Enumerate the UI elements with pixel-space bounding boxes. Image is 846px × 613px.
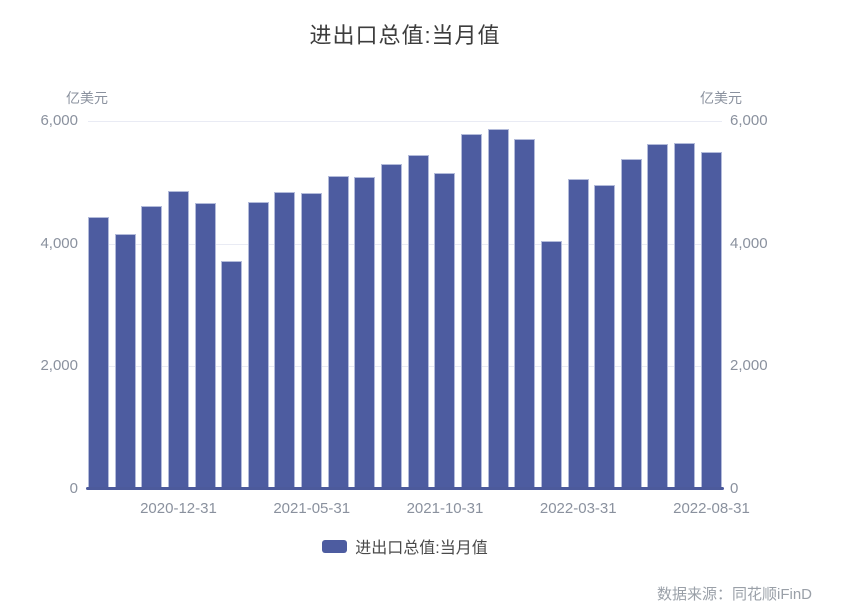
- y-axis-unit-left: 亿美元: [66, 90, 108, 106]
- bar[interactable]: [674, 143, 696, 489]
- legend-marker-icon: [322, 539, 348, 553]
- legend-label: 进出口总值:当月值: [355, 540, 488, 557]
- bar[interactable]: [114, 233, 136, 489]
- chart-title: 进出口总值:当月值: [309, 23, 501, 48]
- x-axis-line: [86, 487, 724, 490]
- bar[interactable]: [620, 159, 642, 489]
- bar[interactable]: [88, 217, 109, 489]
- bar[interactable]: [167, 190, 189, 489]
- bar[interactable]: [274, 191, 296, 489]
- gridline: [88, 243, 722, 245]
- bar[interactable]: [141, 206, 163, 489]
- data-source-text: 数据来源：同花顺iFinD: [656, 586, 812, 603]
- bar[interactable]: [327, 175, 349, 489]
- x-tick-label: 2021-10-31: [406, 500, 484, 517]
- x-tick-label: 2020-12-31: [140, 500, 217, 517]
- bar[interactable]: [647, 144, 669, 489]
- bar[interactable]: [460, 133, 482, 489]
- gridline: [88, 366, 722, 368]
- bar[interactable]: [487, 128, 509, 489]
- bar[interactable]: [594, 184, 616, 489]
- y-tick-label: 4,000: [40, 234, 78, 252]
- x-tick-label: 2022-03-31: [539, 500, 617, 517]
- bar[interactable]: [301, 193, 323, 489]
- y-tick-label: 2,000: [40, 357, 78, 375]
- bar[interactable]: [221, 260, 243, 489]
- y-tick-label: 6,000: [40, 112, 78, 129]
- legend-item[interactable]: 进出口总值:当月值: [0, 534, 810, 558]
- gridline: [88, 121, 722, 122]
- bar[interactable]: [194, 202, 216, 489]
- plot-area: [88, 121, 722, 489]
- y-tick-label: 0: [69, 480, 78, 497]
- bar[interactable]: [434, 172, 456, 489]
- bar[interactable]: [540, 240, 562, 489]
- y-tick-label: 2,000: [730, 357, 768, 375]
- bar[interactable]: [247, 201, 269, 489]
- bar[interactable]: [381, 163, 403, 489]
- y-tick-label: 4,000: [730, 234, 768, 252]
- bar[interactable]: [407, 154, 429, 489]
- y-tick-label: 6,000: [730, 112, 768, 129]
- y-tick-label: 0: [730, 480, 739, 497]
- bar[interactable]: [514, 139, 536, 489]
- bar[interactable]: [700, 151, 722, 489]
- y-axis-unit-right: 亿美元: [700, 90, 742, 106]
- bar[interactable]: [354, 176, 376, 489]
- bar[interactable]: [567, 179, 589, 489]
- x-tick-label: 2022-08-31: [673, 500, 750, 517]
- x-tick-label: 2021-05-31: [273, 500, 351, 517]
